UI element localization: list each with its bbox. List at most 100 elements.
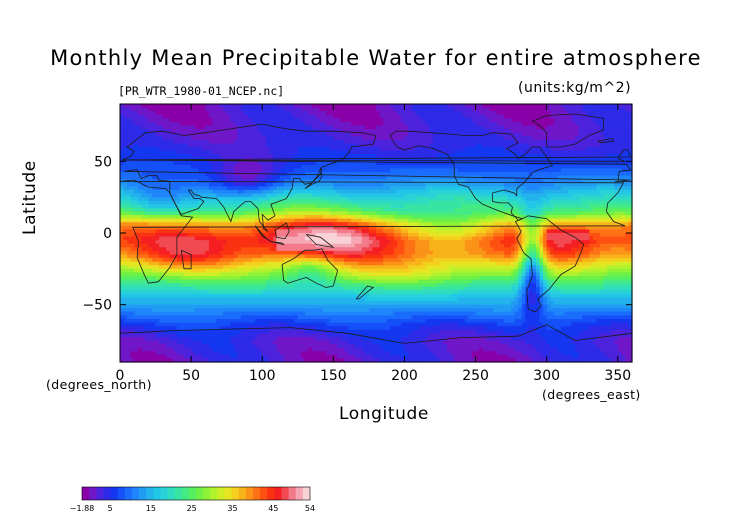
field-cell — [408, 104, 413, 109]
field-cell — [137, 136, 142, 141]
field-cell — [379, 197, 384, 202]
field-cell — [144, 207, 150, 213]
field-cell — [543, 143, 548, 148]
field-cell — [514, 147, 519, 152]
field-cell — [283, 222, 288, 227]
field-cell — [500, 129, 505, 134]
field-cell — [521, 132, 526, 137]
field-cell — [358, 121, 363, 127]
field-cell — [365, 125, 370, 130]
field-cell — [614, 104, 619, 109]
field-cell — [205, 136, 210, 141]
field-cell — [233, 222, 238, 227]
field-cell — [429, 104, 434, 109]
field-cell — [624, 190, 630, 195]
field-cell — [322, 193, 327, 198]
field-cell — [152, 125, 157, 130]
field-cell — [557, 193, 562, 198]
field-cell — [383, 225, 388, 231]
field-cell — [600, 132, 605, 137]
field-cell — [560, 136, 566, 141]
field-cell — [230, 114, 235, 119]
field-cell — [152, 164, 157, 170]
field-cell — [397, 215, 402, 220]
field-cell — [319, 121, 324, 127]
field-cell — [621, 168, 626, 173]
field-cell — [447, 193, 452, 198]
field-cell — [432, 107, 438, 112]
field-cell — [411, 218, 416, 223]
field-cell — [159, 121, 164, 127]
field-cell — [525, 197, 530, 202]
field-cell — [123, 190, 128, 195]
field-cell — [127, 197, 132, 202]
field-cell — [262, 175, 267, 180]
field-cell — [422, 157, 427, 162]
field-cell — [319, 172, 324, 177]
x-axis-title: Longitude — [339, 404, 429, 424]
field-cell — [493, 161, 498, 166]
field-cell — [440, 215, 445, 220]
field-cell — [212, 207, 217, 213]
field-cell — [237, 207, 242, 213]
field-cell — [379, 215, 384, 220]
field-cell — [144, 107, 150, 112]
field-cell — [468, 179, 473, 184]
field-cell — [134, 125, 139, 130]
field-cell — [418, 215, 423, 220]
field-cell — [564, 143, 569, 148]
field-cell — [137, 118, 142, 123]
field-cell — [276, 154, 281, 159]
field-cell — [404, 125, 409, 130]
field-cell — [418, 211, 423, 216]
field-cell — [137, 111, 142, 116]
field-cell — [237, 143, 242, 148]
field-cell — [525, 157, 530, 162]
field-cell — [468, 200, 473, 205]
field-cell — [543, 147, 548, 152]
field-cell — [450, 193, 455, 198]
field-cell — [496, 125, 502, 130]
field-cell — [624, 193, 630, 198]
field-cell — [272, 172, 278, 177]
field-cell — [504, 154, 509, 159]
field-cell — [447, 136, 452, 141]
field-cell — [265, 179, 270, 184]
field-cell — [152, 139, 157, 145]
field-cell — [308, 150, 313, 155]
field-cell — [180, 150, 185, 155]
field-cell — [365, 107, 370, 112]
field-cell — [312, 150, 317, 155]
field-cell — [557, 104, 562, 109]
field-cell — [404, 215, 409, 220]
field-cell — [582, 200, 587, 205]
field-cell — [297, 197, 302, 202]
field-cell — [304, 186, 310, 191]
field-cell — [475, 168, 480, 173]
field-cell — [312, 132, 317, 137]
field-cell — [408, 182, 413, 188]
field-cell — [333, 193, 338, 198]
field-cell — [447, 204, 452, 209]
field-cell — [198, 118, 203, 123]
field-cell — [283, 193, 288, 198]
field-cell — [344, 154, 349, 159]
field-cell — [272, 218, 278, 223]
field-cell — [553, 182, 558, 188]
field-cell — [162, 157, 167, 162]
field-cell — [329, 200, 334, 205]
field-cell — [365, 164, 370, 170]
field-cell — [297, 132, 302, 137]
field-cell — [415, 200, 420, 205]
field-cell — [347, 111, 352, 116]
field-cell — [596, 157, 601, 162]
field-cell — [585, 125, 590, 130]
field-cell — [134, 118, 139, 123]
field-cell — [358, 215, 363, 220]
field-cell — [589, 204, 594, 209]
field-cell — [180, 104, 185, 109]
field-cell — [511, 193, 516, 198]
field-cell — [539, 215, 544, 220]
field-cell — [578, 197, 583, 202]
field-cell — [553, 190, 558, 195]
